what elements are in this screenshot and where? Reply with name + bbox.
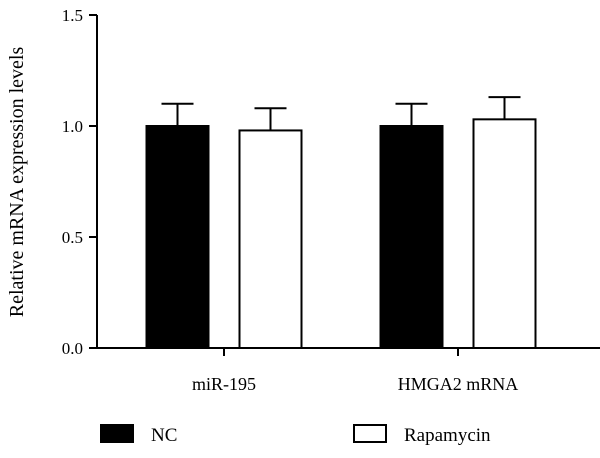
y-axis: 0.0 0.5 1.0 1.5: [62, 6, 98, 358]
legend-swatch: [100, 424, 134, 443]
bar-rapamycin: [238, 129, 303, 349]
bar-nc: [379, 125, 444, 349]
legend-swatch: [353, 424, 387, 443]
bars-group: [145, 96, 537, 349]
y-tick-label: 1.5: [62, 6, 83, 25]
x-category-label: HMGA2 mRNA: [398, 374, 519, 394]
x-category-label: miR-195: [192, 374, 256, 394]
x-axis: miR-195 HMGA2 mRNA: [97, 347, 600, 394]
y-axis-title: Relative mRNA expression levels: [6, 47, 28, 318]
y-tick-label: 0.0: [62, 339, 83, 358]
bar-nc: [145, 125, 210, 349]
legend-label: NC: [151, 425, 177, 446]
y-tick-label: 1.0: [62, 117, 83, 136]
y-tick-label: 0.5: [62, 228, 83, 247]
bar-rapamycin: [472, 118, 537, 349]
legend: NC Rapamycin: [100, 424, 491, 446]
legend-label: Rapamycin: [404, 425, 491, 446]
